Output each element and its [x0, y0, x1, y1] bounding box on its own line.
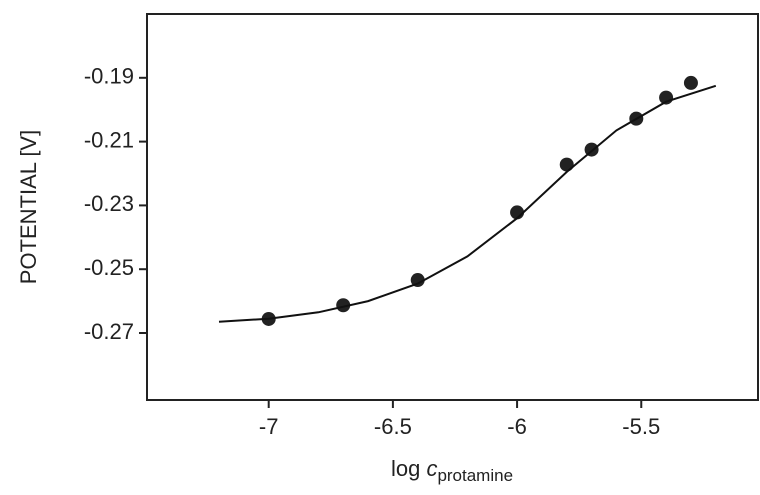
y-tick-label: -0.25: [84, 255, 134, 280]
data-point: [559, 157, 574, 172]
x-tick-label: -6: [507, 414, 527, 439]
x-label-variable: c: [426, 456, 437, 481]
x-label-subscript: protamine: [437, 466, 513, 485]
x-label-prefix: log: [391, 456, 420, 481]
fit-curve: [218, 84, 717, 323]
y-tick-label: -0.21: [84, 127, 134, 152]
data-point: [683, 75, 698, 90]
y-axis-label: POTENTIAL [V]: [16, 130, 41, 284]
x-tick-label: -5.5: [622, 414, 660, 439]
y-tick-label: -0.23: [84, 191, 134, 216]
plot-frame: [146, 13, 759, 401]
data-point: [410, 273, 425, 288]
y-tick-label: -0.19: [84, 64, 134, 89]
y-tick-label: -0.27: [84, 319, 134, 344]
x-axis-label: log cprotamine: [391, 456, 513, 486]
x-tick-label: -6.5: [374, 414, 412, 439]
data-point: [336, 298, 351, 313]
x-tick-label: -7: [259, 414, 279, 439]
